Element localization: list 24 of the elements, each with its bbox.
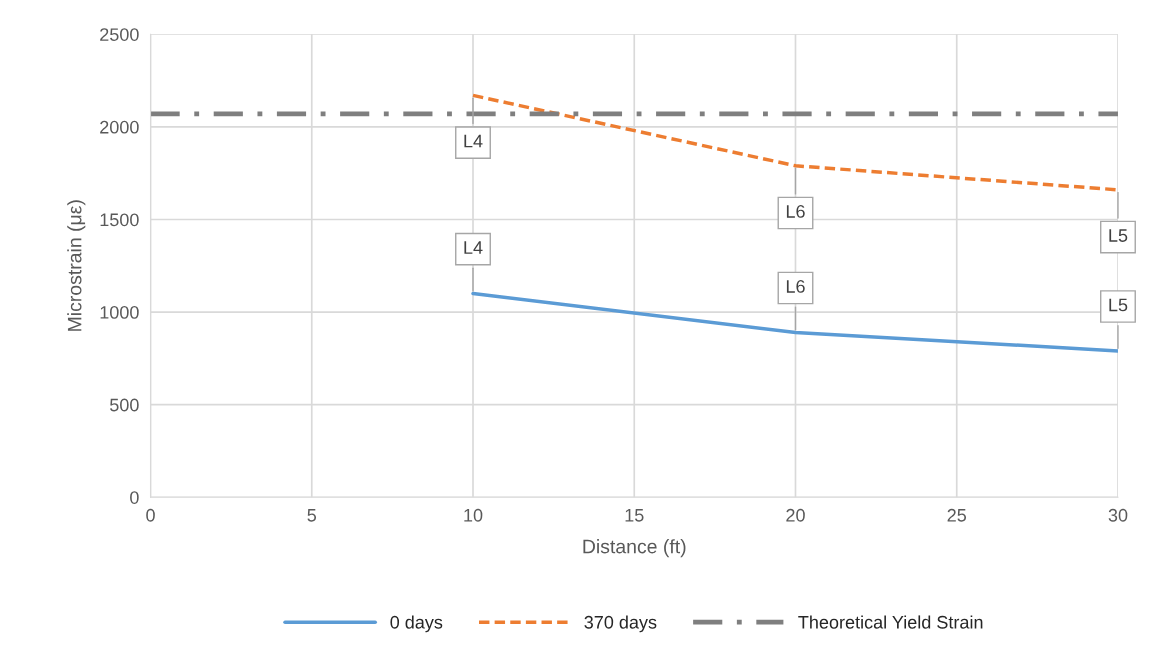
legend-label: 0 days [390,615,443,633]
y-tick-label: 2500 [100,28,139,41]
x-tick-label: 25 [947,508,967,522]
annotation: L6 [786,280,805,293]
x-tick-label: 15 [625,509,644,522]
legend-label: 370 days [584,615,657,633]
x-tick-label: 30 [1108,508,1128,522]
x-tick-label: 10 [464,508,483,522]
y-axis-title: Microstrain (με) [67,200,86,331]
y-tick-label: 0 [130,491,139,504]
y-tick-label: 1500 [100,213,139,227]
annotation: L5 [1109,298,1128,312]
legend-label: Theoretical Yield Strain [798,615,983,629]
y-tick-label: 2000 [100,120,139,134]
annotation: L5 [1109,229,1128,242]
x-tick-label: 0 [146,508,155,522]
y-tick-label: 500 [110,398,139,412]
x-tick-label: 5 [307,509,317,522]
y-tick-label: 1000 [100,306,139,319]
annotation: L4 [464,241,483,254]
annotation: L6 [786,205,805,218]
annotation: L4 [464,134,483,148]
x-tick-label: 20 [786,508,805,522]
x-axis-title: Distance (ft) [583,539,686,558]
